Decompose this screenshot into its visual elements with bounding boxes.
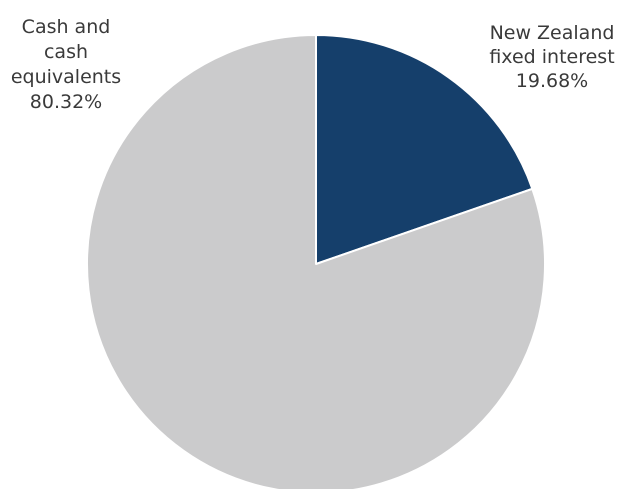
slice-label-0-line-1: fixed interest bbox=[489, 46, 614, 68]
slice-label-1-line-1: cash bbox=[44, 41, 88, 63]
slice-label-0-line-0: New Zealand bbox=[490, 22, 615, 44]
slice-label-1-line-0: Cash and bbox=[22, 16, 111, 38]
pie-slices bbox=[86, 34, 547, 489]
pie-labels: New Zealand fixed interest 19.68% Cash and c… bbox=[11, 16, 615, 113]
slice-label-0: New Zealand fixed interest 19.68% bbox=[489, 22, 614, 92]
slice-label-0-line-2: 19.68% bbox=[516, 70, 588, 92]
slice-label-1-line-3: 80.32% bbox=[30, 91, 102, 113]
pie-slice-1 bbox=[86, 34, 547, 489]
slice-label-1: Cash and cash equivalents 80.32% bbox=[11, 16, 121, 113]
slice-label-1-line-2: equivalents bbox=[11, 66, 121, 88]
